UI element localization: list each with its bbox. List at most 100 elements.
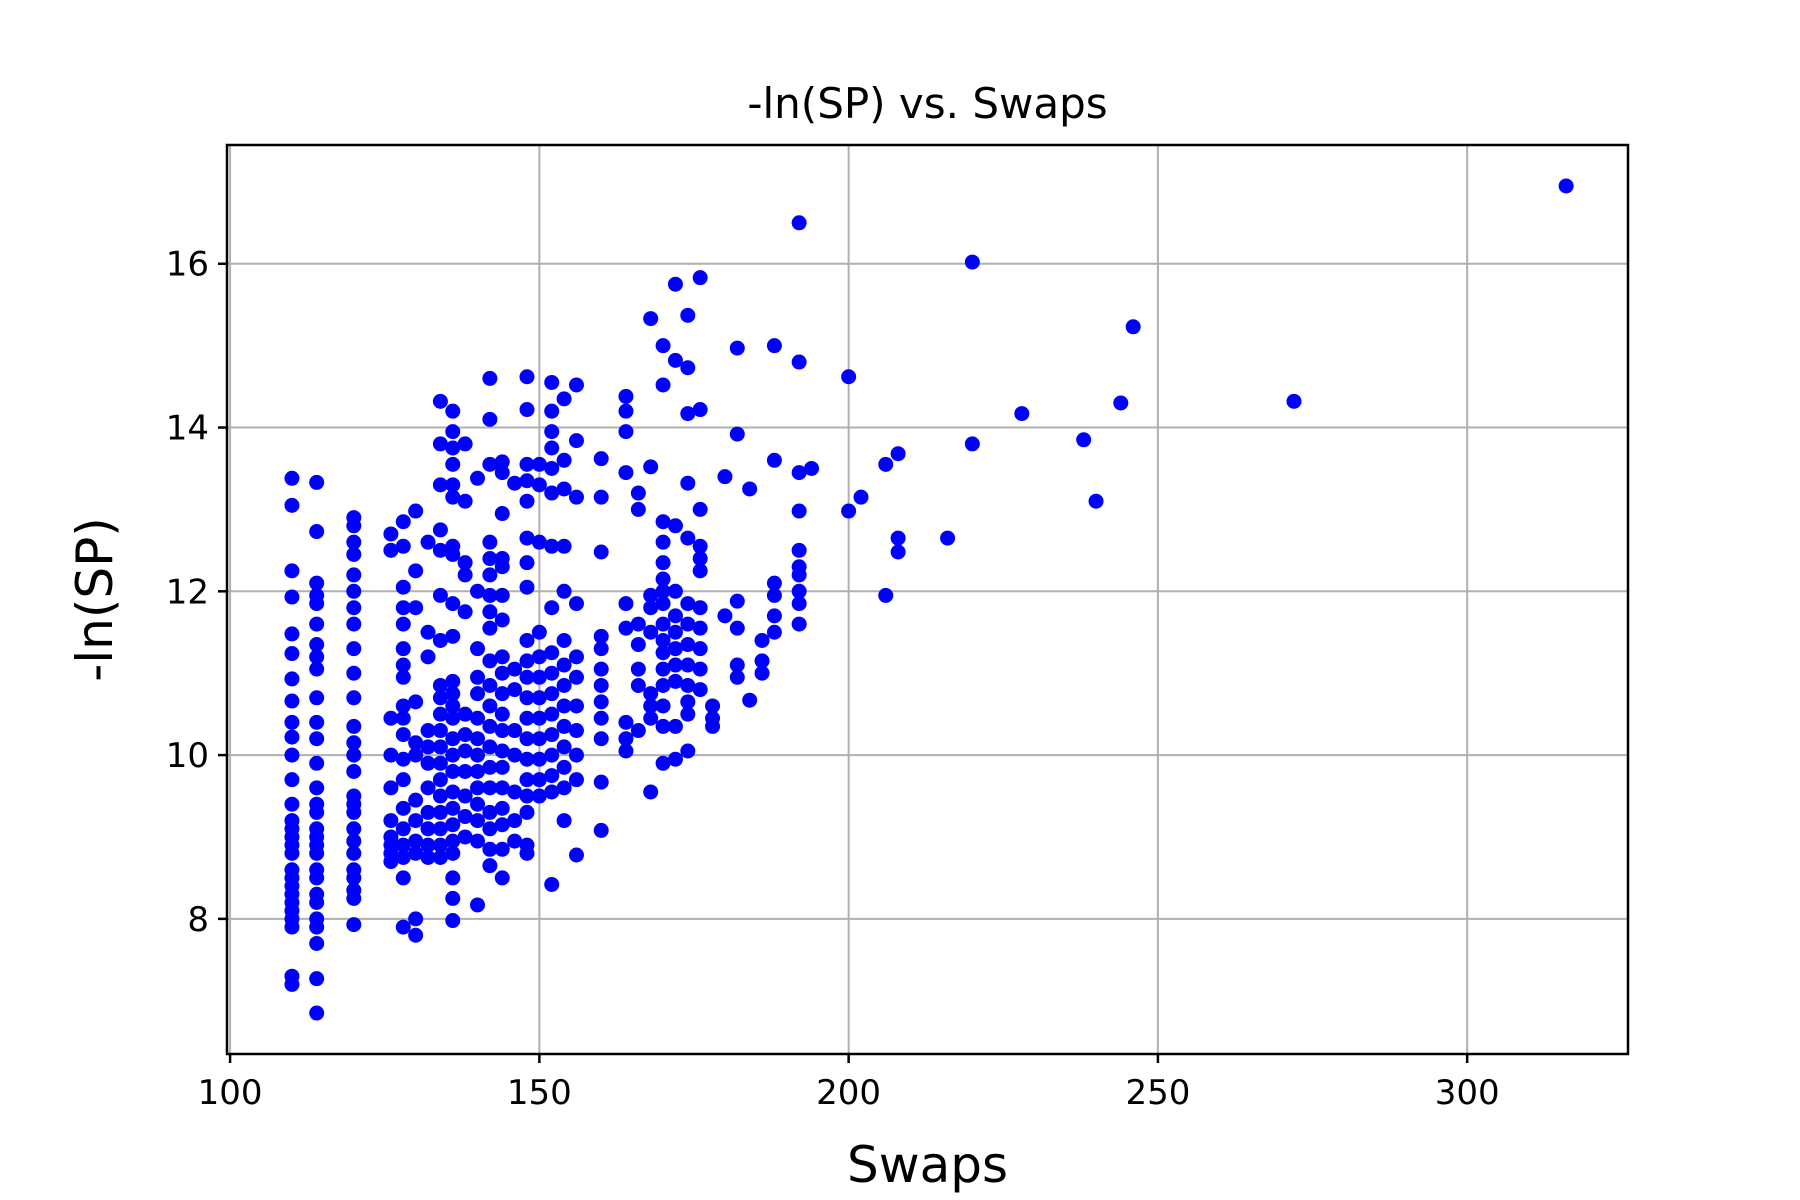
data-point: [408, 503, 424, 519]
data-point: [729, 593, 745, 609]
data-point: [494, 665, 510, 681]
data-point: [655, 755, 671, 771]
data-point: [494, 780, 510, 796]
data-point: [853, 489, 869, 505]
data-point: [618, 388, 634, 404]
data-point: [408, 563, 424, 579]
data-point: [556, 583, 572, 599]
data-point: [568, 433, 584, 449]
data-point: [395, 669, 411, 685]
data-point: [507, 723, 523, 739]
data-point: [284, 646, 300, 662]
data-point: [494, 612, 510, 628]
data-point: [445, 403, 461, 419]
y-tick-label: 10: [166, 736, 209, 776]
data-point: [655, 677, 671, 693]
data-point: [408, 911, 424, 927]
data-point: [878, 456, 894, 472]
data-point: [482, 604, 498, 620]
data-point: [309, 637, 325, 653]
data-point: [544, 665, 560, 681]
x-tick-label: 150: [507, 1073, 572, 1113]
data-point: [445, 710, 461, 726]
data-point: [667, 624, 683, 640]
data-point: [1014, 406, 1030, 422]
data-point: [470, 833, 486, 849]
data-point: [655, 555, 671, 571]
data-point: [556, 677, 572, 693]
data-point: [692, 682, 708, 698]
data-point: [531, 649, 547, 665]
data-point: [284, 470, 300, 486]
data-point: [692, 402, 708, 418]
data-point: [346, 735, 362, 751]
data-point: [432, 723, 448, 739]
data-point: [445, 596, 461, 612]
data-point: [457, 436, 473, 452]
data-point: [544, 403, 560, 419]
data-point: [667, 276, 683, 292]
data-point: [791, 354, 807, 370]
data-point: [445, 628, 461, 644]
data-point: [395, 821, 411, 837]
data-point: [519, 845, 535, 861]
data-point: [445, 763, 461, 779]
data-point: [309, 804, 325, 820]
data-point: [432, 393, 448, 409]
data-point: [445, 424, 461, 440]
data-point: [457, 788, 473, 804]
data-point: [445, 845, 461, 861]
data-point: [309, 616, 325, 632]
data-point: [890, 544, 906, 560]
data-point: [470, 780, 486, 796]
data-point: [470, 583, 486, 599]
x-axis-label: Swaps: [847, 1136, 1008, 1194]
data-point: [519, 579, 535, 595]
data-point: [544, 747, 560, 763]
data-point: [1558, 178, 1574, 194]
data-point: [346, 747, 362, 763]
data-point: [531, 788, 547, 804]
data-point: [593, 544, 609, 560]
data-point: [457, 567, 473, 583]
data-point: [346, 546, 362, 562]
data-point: [630, 723, 646, 739]
data-point: [494, 706, 510, 722]
data-point: [408, 792, 424, 808]
data-point: [309, 596, 325, 612]
data-point: [754, 632, 770, 648]
data-point: [643, 686, 659, 702]
data-point: [395, 751, 411, 767]
data-point: [445, 477, 461, 493]
data-point: [692, 563, 708, 579]
data-point: [655, 338, 671, 354]
data-point: [482, 534, 498, 550]
data-point: [482, 587, 498, 603]
data-point: [556, 698, 572, 714]
data-point: [556, 813, 572, 829]
data-point: [618, 465, 634, 481]
data-point: [445, 913, 461, 929]
data-point: [383, 747, 399, 763]
data-point: [507, 833, 523, 849]
data-point: [519, 788, 535, 804]
data-point: [383, 526, 399, 542]
data-point: [544, 706, 560, 722]
data-point: [395, 641, 411, 657]
data-point: [284, 919, 300, 935]
data-point: [680, 637, 696, 653]
data-point: [643, 600, 659, 616]
data-point: [395, 919, 411, 935]
data-point: [445, 440, 461, 456]
data-point: [470, 731, 486, 747]
data-point: [593, 489, 609, 505]
data-point: [420, 837, 436, 853]
data-point: [346, 665, 362, 681]
data-point: [284, 714, 300, 730]
data-point: [432, 821, 448, 837]
data-point: [445, 673, 461, 689]
data-point: [482, 780, 498, 796]
data-point: [667, 352, 683, 368]
data-point: [482, 821, 498, 837]
data-point: [556, 391, 572, 407]
